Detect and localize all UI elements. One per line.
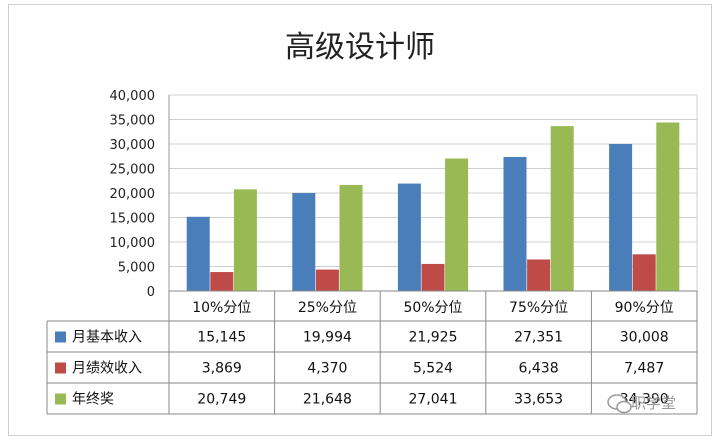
data-label: 15,145 — [197, 330, 246, 346]
bar — [397, 183, 421, 291]
data-label: 5,524 — [413, 361, 453, 377]
bar — [527, 259, 551, 291]
bar — [503, 156, 527, 291]
watermark: 职学堂 — [607, 394, 676, 414]
bar — [186, 216, 210, 291]
y-tick-label: 35,000 — [110, 114, 156, 129]
bar — [445, 158, 469, 291]
data-label: 21,925 — [409, 330, 458, 346]
y-tick-label: 40,000 — [110, 89, 156, 104]
data-label: 7,487 — [624, 361, 664, 377]
wechat-icon — [607, 394, 632, 414]
data-label: 34,390 — [620, 392, 669, 408]
category-label: 10%分位 — [192, 300, 251, 316]
category-label: 90%分位 — [615, 300, 674, 316]
bar — [233, 189, 257, 291]
data-label: 4,370 — [307, 361, 347, 377]
y-tick-label: 30,000 — [110, 138, 156, 153]
bars — [186, 122, 680, 291]
data-label: 33,653 — [514, 392, 563, 408]
bar — [339, 184, 363, 291]
y-tick-label: 10,000 — [110, 236, 156, 251]
category-label: 75%分位 — [509, 300, 568, 316]
y-axis: 40,000 35,000 30,000 25,000 20,000 15,000 10,0… — [110, 89, 170, 300]
bar — [656, 122, 680, 291]
data-label: 21,648 — [303, 392, 352, 408]
legend-swatch — [55, 331, 66, 343]
legend-swatch — [55, 393, 66, 405]
data-label: 3,869 — [202, 361, 242, 377]
data-label: 20,749 — [197, 392, 246, 408]
data-label: 30,008 — [620, 330, 669, 346]
bar — [292, 193, 316, 291]
y-tick-label: 25,000 — [110, 163, 156, 178]
legend-label: 月绩效收入 — [72, 361, 142, 377]
data-label: 27,351 — [514, 330, 563, 346]
data-label: 6,438 — [519, 361, 559, 377]
bar — [421, 263, 445, 291]
data-label: 27,041 — [409, 392, 458, 408]
chart-frame: 高级设计师 40,000 35,000 30,000 25,000 20,000 15,0… — [8, 4, 712, 436]
bar — [210, 272, 234, 291]
bar — [315, 269, 339, 291]
legend-swatch — [55, 362, 66, 374]
y-tick-label: 20,000 — [110, 187, 156, 202]
legend-label: 月基本收入 — [72, 329, 142, 346]
category-label: 25%分位 — [298, 300, 357, 316]
y-tick-label: 5,000 — [118, 261, 155, 276]
chart-title: 高级设计师 — [285, 30, 435, 65]
watermark-text: 职学堂 — [631, 394, 676, 412]
category-label: 50%分位 — [403, 300, 462, 316]
bar — [609, 143, 633, 291]
y-tick-label: 0 — [147, 285, 155, 300]
bar-chart: 高级设计师 40,000 35,000 30,000 25,000 20,000 15,0… — [46, 30, 698, 415]
data-label: 19,994 — [303, 330, 352, 346]
y-tick-label: 15,000 — [110, 212, 156, 227]
bar — [632, 254, 656, 291]
legend-label: 年终奖 — [72, 391, 114, 408]
bar — [550, 126, 574, 291]
